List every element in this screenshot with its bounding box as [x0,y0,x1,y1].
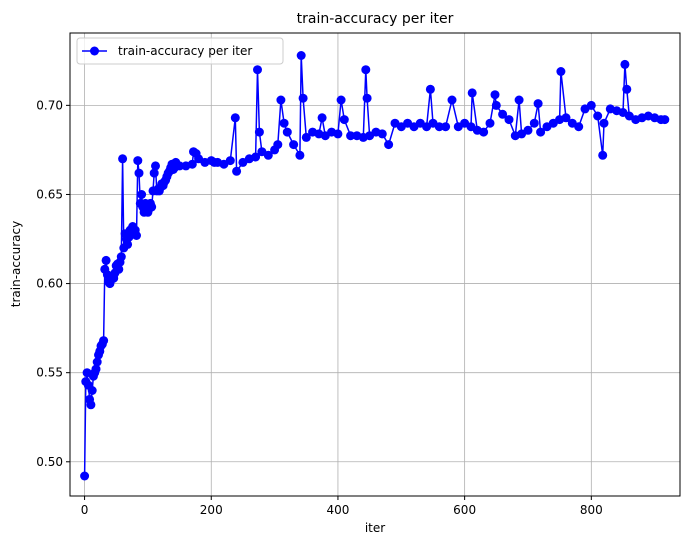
series-layer [80,51,670,481]
data-point [556,67,566,76]
data-point [282,127,292,137]
y-tick-label: 0.70 [36,98,63,112]
ticks: 0 200 400 600 800 0.50 0.55 0.60 0.65 0.70 [36,98,602,517]
data-point [384,140,394,150]
data-point [116,252,126,262]
data-point [118,154,128,164]
data-point [434,122,444,132]
legend: train-accuracy per iter [76,37,284,65]
data-point [253,65,262,75]
data-point [441,122,451,132]
data-point [91,364,101,374]
data-point [232,166,242,176]
data-point [296,51,306,60]
data-point [346,131,356,141]
data-point [561,113,571,123]
y-tick-label: 0.65 [36,187,63,201]
data-point [149,168,159,178]
data-point [467,88,477,98]
data-point [491,100,501,110]
x-tick-label: 800 [580,503,603,517]
data-point [295,150,305,160]
data-point [336,95,346,105]
data-point [485,118,495,128]
data-point [101,255,111,265]
grid [70,33,680,496]
x-tick-label: 600 [453,503,476,517]
data-point [263,150,273,160]
data-point [533,99,543,109]
legend-box [76,37,284,65]
data-point [447,95,457,105]
data-point [479,127,489,137]
data-point [273,140,283,150]
data-point [377,129,387,139]
data-point [187,159,197,169]
x-tick-label: 400 [326,503,349,517]
data-point [593,111,603,121]
data-point [361,65,371,75]
data-point [254,127,264,137]
data-point [523,125,533,135]
data-point [230,113,240,123]
data-point [536,127,546,137]
data-point [529,118,539,128]
data-point [289,140,299,150]
y-tick-label: 0.60 [36,277,63,291]
data-point [92,357,102,367]
axes-frame [69,32,681,497]
data-point [137,190,147,199]
data-point [514,95,524,105]
data-point [339,115,349,125]
data-point [301,132,311,142]
data-point [251,152,261,162]
data-point [598,150,608,160]
data-point [225,156,235,166]
data-point [504,115,514,125]
data-point [490,90,500,100]
data-point [134,168,144,178]
data-point [586,100,596,110]
data-point [147,202,157,212]
data-point [123,239,133,249]
data-point [151,161,160,171]
data-point [333,129,343,139]
data-point [622,84,632,94]
data-point [599,118,609,128]
data-point [276,95,286,105]
data-point [279,118,289,128]
data-point [425,84,435,94]
data-point [175,161,185,171]
data-point [99,336,109,346]
y-axis-label: train-accuracy [9,221,23,307]
x-tick-label: 200 [200,503,223,517]
data-point [498,109,508,119]
x-axis-label: iter [365,521,385,535]
legend-label: train-accuracy per iter [118,44,252,58]
data-point [298,93,308,103]
data-point [574,122,584,132]
chart-title: train-accuracy per iter [297,11,454,27]
data-point [114,264,124,274]
x-tick-label: 0 [81,503,89,517]
data-point [87,386,97,395]
y-tick-label: 0.55 [36,366,63,380]
data-point [132,231,141,240]
data-point [660,115,670,125]
data-point [620,59,630,69]
data-point [362,93,372,103]
data-point [86,400,96,410]
data-point [80,471,90,481]
data-point [317,113,327,123]
legend-marker-swatch [90,46,99,56]
y-tick-label: 0.50 [36,455,63,469]
data-point [133,156,143,166]
